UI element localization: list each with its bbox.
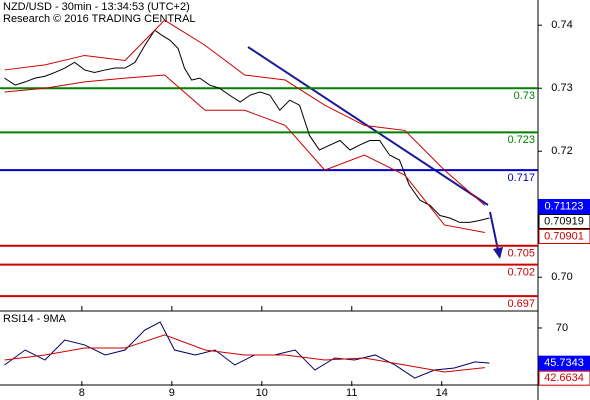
level-label: 0.73 xyxy=(514,90,535,102)
price-marker-label: 42.6634 xyxy=(544,372,584,384)
arrow-shaft xyxy=(489,211,499,251)
level-label: 0.697 xyxy=(507,298,535,310)
x-tick-label: 8 xyxy=(79,387,85,399)
price-marker xyxy=(538,355,590,371)
series-line xyxy=(4,321,490,379)
level-label: 0.723 xyxy=(507,134,535,146)
price-marker-label: 45.7343 xyxy=(544,357,584,369)
chart-subtitle: Research © 2016 TRADING CENTRAL xyxy=(3,13,196,25)
price-marker xyxy=(538,198,590,214)
price-marker-label: 0.70901 xyxy=(544,230,584,242)
series-line xyxy=(4,74,486,233)
level-label: 0.705 xyxy=(507,248,535,260)
x-tick-label: 14 xyxy=(436,387,448,399)
level-label: 0.702 xyxy=(507,267,535,279)
x-tick-label: 9 xyxy=(169,387,175,399)
arrow-head xyxy=(493,247,503,259)
price-marker xyxy=(538,370,590,386)
level-label: 0.717 xyxy=(507,172,535,184)
x-tick-label: 11 xyxy=(346,387,357,399)
price-marker xyxy=(538,213,590,229)
price-marker-label: 0.71123 xyxy=(545,200,584,212)
y-tick-label: 70 xyxy=(556,322,568,334)
chart-title: NZD/USD - 30min - 13:34:53 (UTC+2) xyxy=(3,1,190,13)
price-marker-label: 0.70919 xyxy=(544,215,584,227)
series-line xyxy=(4,334,485,373)
y-tick-label: 0.70 xyxy=(551,271,572,283)
y-tick-label: 0.72 xyxy=(551,145,572,157)
price-marker xyxy=(538,228,590,244)
rsi-title: RSI14 - 9MA xyxy=(3,313,67,325)
series-line xyxy=(4,19,486,206)
y-tick-label: 0.74 xyxy=(551,19,572,31)
y-tick-label: 0.73 xyxy=(551,82,572,94)
x-tick-label: 10 xyxy=(256,387,268,399)
